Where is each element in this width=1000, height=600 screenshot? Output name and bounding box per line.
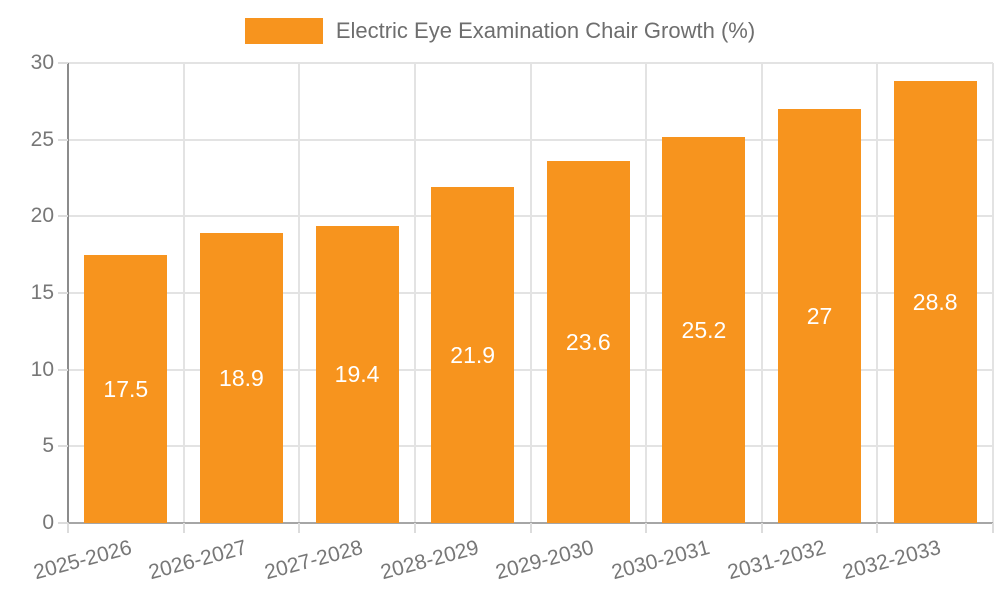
bar-value-label: 27 [806, 303, 833, 329]
gridline-vertical [298, 63, 301, 523]
y-axis-tick [58, 292, 68, 294]
bar-2032-2033[interactable]: 28.8 [893, 81, 977, 523]
x-axis-tick [298, 523, 301, 533]
y-axis-tick [58, 62, 68, 64]
bar-2029-2030[interactable]: 23.6 [546, 161, 630, 523]
bar-value-label: 17.5 [103, 375, 149, 402]
gridline-vertical [182, 63, 185, 523]
bar-value-label: 18.9 [219, 365, 264, 392]
y-axis-tick [58, 445, 68, 448]
gridline-vertical [992, 63, 994, 523]
x-axis-tick [760, 523, 763, 533]
legend-label: Electric Eye Examination Chair Growth (%… [335, 18, 756, 43]
gridline-vertical [413, 63, 416, 523]
legend-item[interactable]: Electric Eye Examination Chair Growth (%… [0, 16, 1000, 46]
y-axis-line [67, 63, 69, 533]
gridline-vertical [876, 63, 879, 523]
bar-value-label: 23.6 [565, 329, 611, 356]
y-axis-label: 5 [42, 434, 54, 458]
x-axis-tick [529, 523, 532, 533]
y-axis-tick [58, 215, 68, 218]
x-axis-tick [67, 523, 69, 533]
y-axis-tick [58, 368, 68, 371]
y-axis-label: 30 [30, 51, 54, 74]
y-axis-label: 10 [30, 357, 54, 381]
bar-2031-2032[interactable]: 27 [778, 109, 862, 523]
x-axis-tick [645, 523, 648, 533]
x-axis-tick [182, 523, 185, 533]
bar-2026-2027[interactable]: 18.9 [199, 233, 283, 523]
x-axis-tick [992, 523, 994, 533]
bar-2025-2026[interactable]: 17.5 [84, 254, 168, 523]
y-axis-label: 20 [30, 204, 54, 228]
legend-swatch-icon [244, 18, 323, 44]
y-axis-tick [58, 522, 68, 524]
x-axis-tick [413, 523, 416, 533]
y-axis-label: 15 [30, 281, 54, 304]
gridline-vertical [760, 63, 763, 523]
bar-2028-2029[interactable]: 21.9 [431, 187, 515, 523]
bar-2030-2031[interactable]: 25.2 [662, 136, 746, 523]
gridline-vertical [645, 63, 648, 523]
bar-value-label: 19.4 [334, 361, 380, 388]
y-axis-label: 25 [30, 127, 54, 151]
bar-2027-2028[interactable]: 19.4 [315, 225, 399, 523]
gridline-vertical [529, 63, 532, 523]
bar-value-label: 25.2 [681, 316, 727, 343]
bar-value-label: 28.8 [912, 289, 958, 316]
bar-value-label: 21.9 [450, 342, 496, 369]
x-axis-tick [876, 523, 879, 533]
y-axis-label: 0 [42, 511, 54, 534]
y-axis-tick [58, 138, 68, 141]
